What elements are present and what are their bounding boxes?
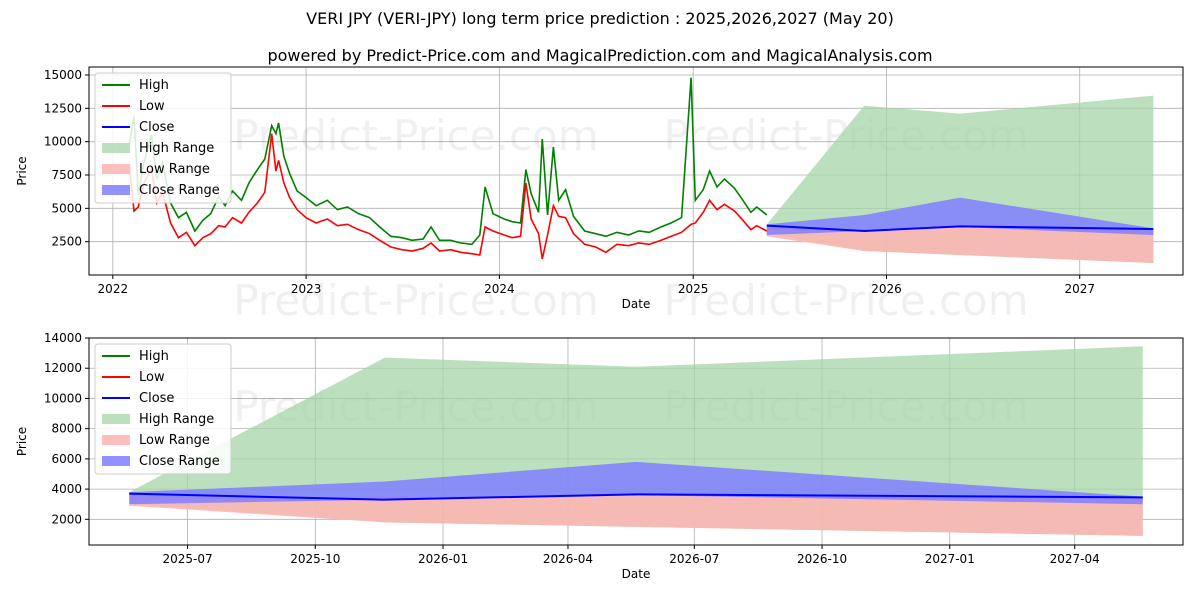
x-tick-label: 2026-01 — [418, 552, 468, 566]
legend-label: High — [139, 349, 169, 364]
legend-label: High — [139, 78, 169, 93]
legend-label: Close Range — [139, 454, 220, 469]
chart-subtitle: powered by Predict-Price.com and Magical… — [267, 46, 933, 65]
y-tick-label: 2000 — [51, 512, 82, 526]
legend-item: Low — [102, 99, 165, 114]
y-axis-label: Price — [15, 427, 29, 456]
y-tick-label: 14000 — [44, 331, 82, 345]
watermark-text: Predict-Price.com — [233, 111, 598, 160]
x-tick-label: 2023 — [291, 282, 322, 296]
x-tick-label: 2027-04 — [1050, 552, 1100, 566]
chart-title: VERI JPY (VERI-JPY) long term price pred… — [306, 9, 894, 28]
x-axis-label: Date — [622, 297, 651, 311]
y-tick-label: 7500 — [51, 168, 82, 182]
y-tick-label: 10000 — [44, 391, 82, 405]
x-tick-label: 2027 — [1064, 282, 1095, 296]
legend-item: Close — [102, 391, 174, 406]
y-tick-label: 12000 — [44, 361, 82, 375]
y-tick-label: 15000 — [44, 68, 82, 82]
axes-frame — [88, 337, 1184, 546]
x-tick-label: 2024 — [484, 282, 515, 296]
legend-item: Low Range — [102, 162, 210, 177]
y-tick-label: 12500 — [44, 101, 82, 115]
legend-item: Close Range — [102, 183, 220, 198]
close-range-band — [766, 197, 1154, 235]
legend: High Low Close High Range Low Range Close Ran… — [94, 343, 232, 475]
legend-label: Low Range — [139, 433, 210, 448]
low-range-band — [129, 493, 1143, 536]
plot-area — [129, 346, 1143, 536]
y-tick-label: 5000 — [51, 201, 82, 215]
legend-patch-swatch — [102, 435, 130, 445]
legend-label: Low — [139, 370, 165, 385]
plot-area — [128, 77, 1154, 264]
legend-item: Close — [102, 120, 174, 135]
watermark-text: Predict-Price.com — [233, 276, 598, 325]
legend-label: Low — [139, 99, 165, 114]
x-tick-label: 2026-10 — [797, 552, 847, 566]
close-range-band — [129, 461, 1143, 505]
y-tick-label: 2500 — [51, 235, 82, 249]
x-axis-label: Date — [622, 567, 651, 581]
y-tick-label: 6000 — [51, 452, 82, 466]
legend-item: High — [102, 349, 169, 364]
legend-label: Close Range — [139, 183, 220, 198]
legend: High Low Close High Range Low Range Close Ran… — [94, 72, 232, 204]
legend-label: Low Range — [139, 162, 210, 177]
legend-item: High Range — [102, 141, 214, 156]
y-tick-label: 4000 — [51, 482, 82, 496]
legend-item: High — [102, 78, 169, 93]
y-tick-label: 8000 — [51, 422, 82, 436]
legend-label: High Range — [139, 412, 214, 427]
close-series-line — [766, 224, 1154, 233]
x-tick-label: 2025-10 — [290, 552, 340, 566]
legend-item: Close Range — [102, 454, 220, 469]
legend-label: Close — [139, 120, 174, 135]
legend-item: Low — [102, 370, 165, 385]
x-tick-label: 2026 — [871, 282, 902, 296]
watermark-text: Predict-Price.com — [663, 276, 1028, 325]
x-tick-label: 2026-07 — [669, 552, 719, 566]
close-series-line — [129, 492, 1143, 501]
panel-2: Predict-Price.comPredict-Price.com2025-0… — [15, 331, 1184, 581]
axes-frame — [88, 66, 1184, 276]
legend-item: Low Range — [102, 433, 210, 448]
panel-1: Predict-Price.com Predict-Price.com Predic… — [15, 66, 1184, 325]
legend-label: Close — [139, 391, 174, 406]
y-axis-label: Price — [15, 156, 29, 185]
legend-patch-swatch — [102, 164, 130, 174]
x-tick-label: 2026-04 — [543, 552, 593, 566]
low-series-line — [128, 133, 768, 260]
x-tick-label: 2025-07 — [163, 552, 213, 566]
x-tick-label: 2027-01 — [925, 552, 975, 566]
low-range-band — [766, 225, 1154, 263]
y-tick-label: 10000 — [44, 135, 82, 149]
legend-patch-swatch — [102, 456, 130, 466]
legend-patch-swatch — [102, 185, 130, 195]
legend-item: High Range — [102, 412, 214, 427]
legend-label: High Range — [139, 141, 214, 156]
x-tick-label: 2025 — [678, 282, 709, 296]
legend-patch-swatch — [102, 414, 130, 424]
legend-patch-swatch — [102, 143, 130, 153]
x-tick-label: 2022 — [98, 282, 129, 296]
